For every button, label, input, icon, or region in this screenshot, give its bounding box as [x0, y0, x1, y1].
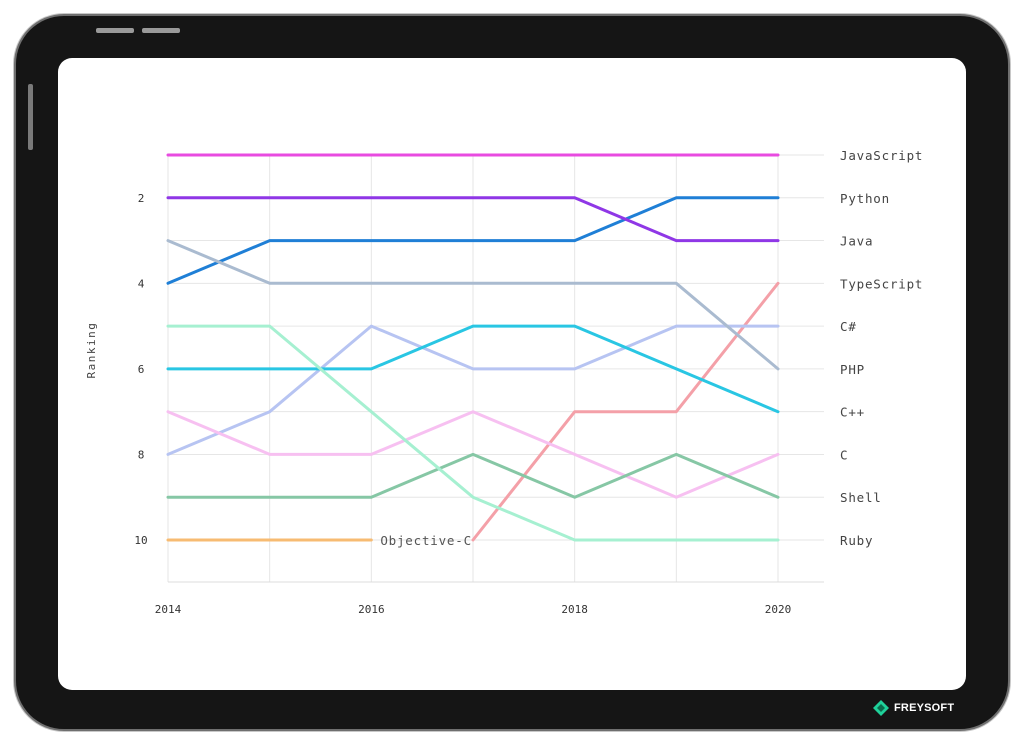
series-line-java	[166, 196, 780, 243]
series-line-c	[166, 410, 780, 499]
legend-label: Shell	[840, 490, 882, 505]
x-tick-label: 2014	[155, 603, 182, 616]
legend-label: C++	[840, 405, 865, 420]
volume-button	[96, 28, 134, 33]
series-line-shell	[166, 452, 780, 499]
x-tick-label: 2016	[358, 603, 385, 616]
series-line-csharp	[166, 324, 780, 456]
series-line-php	[166, 239, 780, 371]
legend-label: C#	[840, 319, 857, 334]
freysoft-brand: FREYSOFT	[872, 698, 954, 718]
y-tick-label: 6	[138, 363, 145, 376]
ranking-line-chart: Objective-C JavaScript Python Java TypeScrip…	[85, 148, 923, 616]
y-tick-label: 8	[138, 448, 145, 461]
series-line-ruby	[166, 324, 780, 542]
x-tick-label: 2020	[765, 603, 792, 616]
brand-name: FREYSOFT	[894, 702, 955, 714]
y-axis-label: Ranking	[85, 322, 98, 379]
chart-series	[166, 153, 780, 542]
series-label-objective-c: Objective-C	[380, 533, 472, 548]
legend-label: PHP	[840, 362, 865, 377]
legend-label: JavaScript	[840, 148, 923, 163]
y-tick-label: 2	[138, 192, 145, 205]
chart-ticks: 2 4 6 8 10 2014 2016 2018 2020	[134, 192, 791, 616]
tablet-screen: Objective-C JavaScript Python Java TypeScrip…	[58, 58, 966, 690]
y-tick-label: 10	[134, 534, 147, 547]
legend-label: TypeScript	[840, 276, 923, 291]
series-line-cpp	[166, 324, 780, 414]
chart-labels: Objective-C JavaScript Python Java TypeScrip…	[380, 148, 923, 548]
y-tick-label: 4	[138, 277, 145, 290]
legend-label: C	[840, 447, 848, 462]
series-line-python	[166, 196, 780, 285]
legend-label: Java	[840, 234, 873, 249]
legend-label: Ruby	[840, 533, 873, 548]
power-button	[142, 28, 180, 33]
legend-label: Python	[840, 191, 890, 206]
x-tick-label: 2018	[561, 603, 588, 616]
freysoft-logo-icon	[873, 700, 889, 716]
side-button	[28, 84, 33, 150]
